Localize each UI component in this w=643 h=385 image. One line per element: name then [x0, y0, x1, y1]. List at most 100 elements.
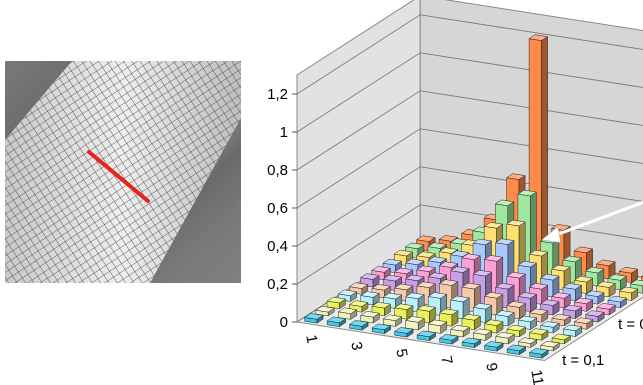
bar-top — [416, 281, 437, 288]
bar-top — [416, 330, 437, 338]
bar-top — [517, 315, 538, 323]
bar-top — [528, 348, 549, 355]
bar-top — [506, 344, 527, 352]
x-tick-label: 7 — [437, 354, 455, 365]
bar-top — [461, 314, 482, 321]
bar-top — [551, 292, 571, 299]
bar-top — [461, 282, 482, 290]
bar-top — [348, 282, 369, 289]
arrow-head — [541, 226, 562, 244]
depth-tick-label: t = 0,6 — [618, 316, 643, 333]
bar-top — [596, 303, 616, 310]
bar-top — [472, 238, 493, 246]
bar — [360, 311, 380, 324]
bar — [348, 320, 369, 331]
bar-top — [393, 303, 414, 310]
bar — [405, 316, 425, 331]
gridline — [296, 90, 643, 171]
y-tick-label: 0,6 — [267, 200, 288, 217]
arrow-shaft — [553, 200, 643, 238]
bar-top — [483, 341, 504, 348]
bar-top — [539, 299, 560, 306]
bar — [483, 341, 504, 352]
bar-top — [517, 260, 538, 268]
y-tick-label: 1 — [280, 124, 288, 141]
bar-top — [450, 325, 470, 332]
bar-top — [416, 251, 436, 258]
x-tick-label: 1 — [302, 333, 320, 344]
bar-top — [506, 301, 527, 308]
bar — [517, 337, 538, 348]
bar-top — [495, 310, 515, 317]
bar — [461, 314, 482, 331]
bar-top — [562, 283, 583, 290]
bar — [495, 332, 515, 345]
bar-top — [506, 219, 526, 227]
bar-top — [540, 340, 560, 348]
bar-top — [415, 235, 436, 242]
bar-top — [449, 250, 470, 257]
bar-top — [393, 283, 414, 291]
bar-top — [438, 235, 459, 242]
bar-top — [404, 242, 425, 250]
gridline — [296, 166, 643, 247]
bar-top — [551, 313, 572, 321]
bar-top — [438, 334, 459, 341]
bar-top — [393, 249, 414, 257]
bar-top — [528, 308, 549, 315]
mesh-grid — [5, 61, 241, 283]
bar-top — [584, 266, 605, 274]
bar-top — [405, 292, 425, 299]
bar-top — [416, 265, 436, 272]
bar — [438, 308, 459, 327]
bar-top — [483, 222, 504, 229]
bar-top — [404, 258, 425, 266]
bar-top — [472, 269, 493, 277]
bar-top — [618, 266, 639, 274]
bar-top — [359, 273, 380, 280]
y-tick-label: 0,8 — [267, 162, 288, 179]
bar-top — [528, 34, 549, 41]
bar-top — [528, 328, 549, 335]
bar-top — [629, 279, 643, 286]
bar — [450, 325, 470, 338]
bar-top — [517, 337, 538, 344]
bar-top — [461, 337, 482, 345]
bar — [348, 282, 369, 295]
bar-top — [573, 297, 594, 305]
bar-top — [618, 286, 639, 294]
bar-top — [337, 289, 358, 297]
bar-top — [438, 247, 459, 254]
bar — [573, 297, 594, 312]
bar-top — [472, 328, 493, 335]
bar — [472, 328, 493, 341]
bar-top — [438, 261, 459, 268]
bar-top — [517, 189, 538, 197]
y-tick-label: 0,4 — [267, 238, 288, 255]
bar-top — [450, 295, 470, 303]
y-tick-label: 0 — [280, 314, 288, 331]
bar-top — [427, 272, 448, 279]
bar-top — [326, 316, 347, 324]
bar-top — [573, 275, 594, 283]
x-tick-label: 5 — [392, 347, 410, 358]
bar-top — [427, 256, 448, 263]
bar-top — [528, 249, 549, 257]
bar-top — [393, 267, 414, 275]
bar — [540, 321, 560, 334]
bar-top — [595, 259, 616, 267]
bar — [506, 324, 527, 338]
bar-top — [360, 291, 380, 298]
bar — [551, 333, 572, 345]
bar-top — [315, 305, 335, 313]
bar-top — [404, 274, 425, 282]
bar-top — [517, 292, 538, 299]
bar-top — [360, 311, 380, 318]
bar-top — [416, 305, 437, 312]
bar-top — [427, 242, 448, 249]
bar-top — [461, 253, 481, 260]
bar-top — [483, 292, 504, 299]
bar-top — [494, 238, 515, 245]
bar-top — [371, 323, 392, 331]
